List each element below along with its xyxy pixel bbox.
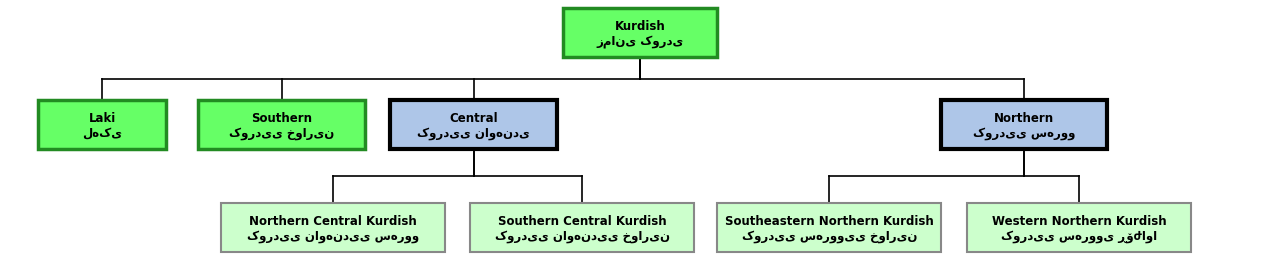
FancyBboxPatch shape	[221, 203, 445, 252]
FancyBboxPatch shape	[471, 203, 694, 252]
Text: کوردیی سەرووی ڕۆժاوا: کوردیی سەرووی ڕۆժاوا	[1001, 230, 1157, 243]
Text: Western Northern Kurdish: Western Northern Kurdish	[992, 215, 1166, 228]
Text: کوردیی خوارین: کوردیی خوارین	[229, 127, 334, 140]
FancyBboxPatch shape	[38, 100, 166, 149]
FancyBboxPatch shape	[968, 203, 1190, 252]
FancyBboxPatch shape	[718, 203, 942, 252]
Text: Southern: Southern	[251, 112, 312, 125]
Text: Northern Central Kurdish: Northern Central Kurdish	[248, 215, 417, 228]
Text: Southern Central Kurdish: Southern Central Kurdish	[498, 215, 667, 228]
Text: Central: Central	[449, 112, 498, 125]
Text: کوردیی ناوەندی: کوردیی ناوەندی	[417, 127, 530, 140]
Text: کوردیی سەروو: کوردیی سەروو	[973, 127, 1075, 140]
Text: کوردیی ناوەندیی خوارین: کوردیی ناوەندیی خوارین	[495, 230, 669, 243]
Text: Southeastern Northern Kurdish: Southeastern Northern Kurdish	[724, 215, 934, 228]
Text: Kurdish: Kurdish	[614, 20, 666, 33]
FancyBboxPatch shape	[198, 100, 365, 149]
Text: کوردیی ناوەندیی سەروو: کوردیی ناوەندیی سەروو	[247, 230, 419, 243]
Text: Laki: Laki	[88, 112, 116, 125]
FancyBboxPatch shape	[390, 100, 557, 149]
Text: لەکی: لەکی	[82, 127, 123, 140]
Text: Northern: Northern	[995, 112, 1053, 125]
FancyBboxPatch shape	[941, 100, 1107, 149]
FancyBboxPatch shape	[563, 8, 717, 57]
Text: کوردیی سەروویی خوارین: کوردیی سەروویی خوارین	[741, 230, 918, 243]
Text: زمانی کوردی: زمانی کوردی	[596, 35, 684, 48]
